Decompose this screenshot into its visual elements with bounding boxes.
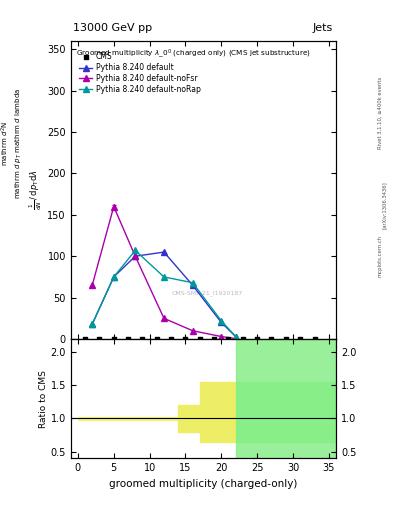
CMS [268, 335, 275, 343]
CMS [283, 335, 289, 343]
CMS [110, 335, 117, 343]
Line: Pythia 8.240 default: Pythia 8.240 default [90, 249, 239, 339]
Pythia 8.240 default [219, 319, 224, 326]
CMS [240, 335, 246, 343]
CMS [168, 335, 174, 343]
CMS [154, 335, 160, 343]
Pythia 8.240 default-noRap [111, 274, 116, 280]
Pythia 8.240 default-noFsr [190, 328, 195, 334]
Line: Pythia 8.240 default-noFsr: Pythia 8.240 default-noFsr [90, 204, 239, 342]
CMS [254, 335, 260, 343]
Text: Groomed multiplicity $\lambda\_0^0$ (charged only) (CMS jet substructure): Groomed multiplicity $\lambda\_0^0$ (cha… [76, 47, 311, 60]
CMS [211, 335, 217, 343]
Pythia 8.240 default-noFsr [111, 203, 116, 209]
Pythia 8.240 default-noFsr [233, 335, 238, 342]
Text: CMS-SMP-21_I1920187: CMS-SMP-21_I1920187 [171, 290, 243, 296]
Pythia 8.240 default-noRap [133, 247, 138, 253]
Text: mathrm $d^2$N
mathrm $d$ $p_T$ mathrm $d$ lambda: mathrm $d^2$N mathrm $d$ $p_T$ mathrm $d… [0, 88, 24, 199]
Pythia 8.240 default-noRap [190, 280, 195, 286]
Text: mcplots.cern.ch: mcplots.cern.ch [378, 235, 383, 277]
Pythia 8.240 default-noFsr [162, 315, 166, 322]
Pythia 8.240 default-noFsr [133, 253, 138, 259]
Text: Rivet 3.1.10, ≥400k events: Rivet 3.1.10, ≥400k events [378, 76, 383, 149]
Text: [arXiv:1306.3436]: [arXiv:1306.3436] [382, 181, 387, 229]
Pythia 8.240 default [190, 282, 195, 288]
CMS [225, 335, 231, 343]
CMS [82, 335, 88, 343]
CMS [311, 335, 318, 343]
CMS [182, 335, 189, 343]
CMS [125, 335, 131, 343]
Pythia 8.240 default-noRap [162, 274, 166, 280]
Pythia 8.240 default [133, 253, 138, 259]
Y-axis label: $\frac{1}{\mathrm{d}N}\,/\,\mathrm{d}p_\mathrm{T}\mathrm{d}\lambda$: $\frac{1}{\mathrm{d}N}\,/\,\mathrm{d}p_\… [28, 169, 44, 210]
Pythia 8.240 default-noFsr [219, 333, 224, 339]
X-axis label: groomed multiplicity (charged-only): groomed multiplicity (charged-only) [109, 479, 298, 488]
Legend: CMS, Pythia 8.240 default, Pythia 8.240 default-noFsr, Pythia 8.240 default-noRa: CMS, Pythia 8.240 default, Pythia 8.240 … [77, 51, 202, 96]
Pythia 8.240 default [233, 333, 238, 339]
CMS [297, 335, 303, 343]
Pythia 8.240 default [90, 321, 95, 327]
CMS [139, 335, 145, 343]
CMS [96, 335, 103, 343]
CMS [196, 335, 203, 343]
Y-axis label: Ratio to CMS: Ratio to CMS [39, 370, 48, 428]
Pythia 8.240 default-noRap [219, 318, 224, 324]
Pythia 8.240 default-noFsr [90, 282, 95, 288]
Pythia 8.240 default-noRap [233, 333, 238, 339]
Text: 13000 GeV pp: 13000 GeV pp [73, 23, 152, 33]
Pythia 8.240 default [162, 249, 166, 255]
Pythia 8.240 default-noRap [90, 321, 95, 327]
Line: Pythia 8.240 default-noRap: Pythia 8.240 default-noRap [90, 248, 239, 339]
Text: Jets: Jets [313, 23, 333, 33]
Pythia 8.240 default [111, 274, 116, 280]
